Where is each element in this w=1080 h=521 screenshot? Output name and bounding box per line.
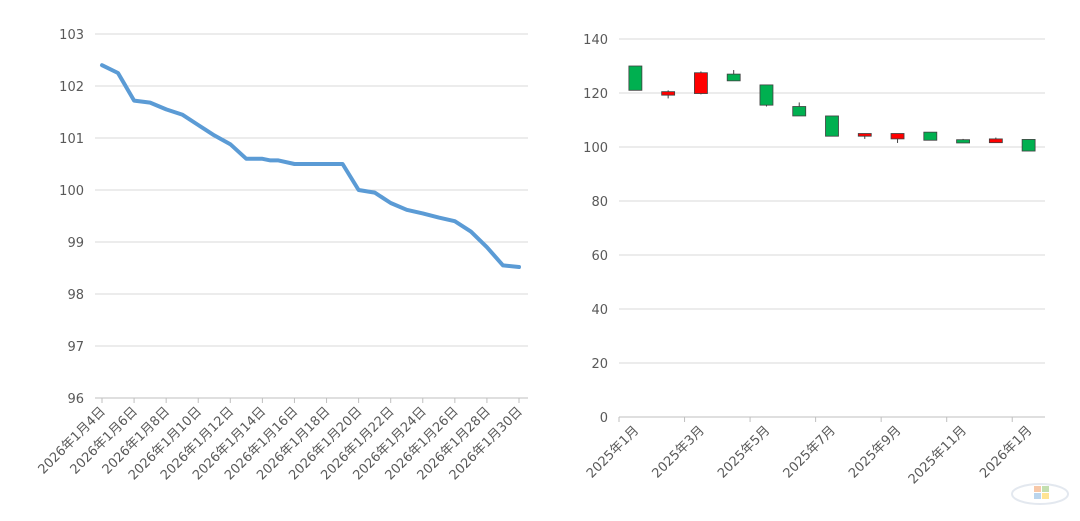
candle-body <box>825 115 839 137</box>
y-tick-label: 140 <box>583 33 608 48</box>
y-tick-label: 40 <box>591 303 608 318</box>
y-tick-label: 0 <box>600 411 608 426</box>
candle-body <box>988 138 1003 144</box>
x-tick-label: 2025年11月 <box>906 423 970 487</box>
y-tick-label: 99 <box>67 236 84 251</box>
x-tick-label: 2025年5月 <box>715 423 773 481</box>
y-tick-label: 101 <box>59 132 84 147</box>
y-tick-label: 20 <box>591 357 608 372</box>
x-tick-label: 2025年7月 <box>781 423 839 481</box>
candle-body <box>661 91 676 96</box>
candle-body <box>759 84 774 106</box>
y-tick-label: 97 <box>67 340 84 355</box>
y-tick-label: 96 <box>67 392 84 407</box>
y-tick-label: 120 <box>583 87 608 102</box>
y-tick-label: 103 <box>59 28 84 43</box>
y-tick-label: 80 <box>591 195 608 210</box>
candle-body <box>628 65 643 91</box>
candle-body <box>956 139 970 144</box>
candle-body <box>726 73 741 82</box>
candle-body <box>857 133 872 137</box>
series-line <box>100 63 521 269</box>
candle-body <box>792 106 807 117</box>
y-tick-label: 102 <box>59 80 84 95</box>
x-tick-label: 2025年1月 <box>584 423 642 481</box>
line-chart: 969798991001011021032026年1月4日2026年1月6日20… <box>36 28 528 483</box>
candle-body <box>890 133 905 140</box>
watermark-logo-icon <box>1011 483 1069 505</box>
candle-body <box>923 131 938 141</box>
x-tick-label: 2025年3月 <box>650 423 708 481</box>
candle-body <box>1021 139 1036 152</box>
x-tick-label: 2026年1月 <box>977 423 1035 481</box>
candle-body <box>694 72 708 94</box>
y-tick-label: 60 <box>591 249 608 264</box>
x-tick-label: 2025年9月 <box>846 423 904 481</box>
y-tick-label: 98 <box>67 288 84 303</box>
y-tick-label: 100 <box>583 141 608 156</box>
y-tick-label: 100 <box>59 184 84 199</box>
